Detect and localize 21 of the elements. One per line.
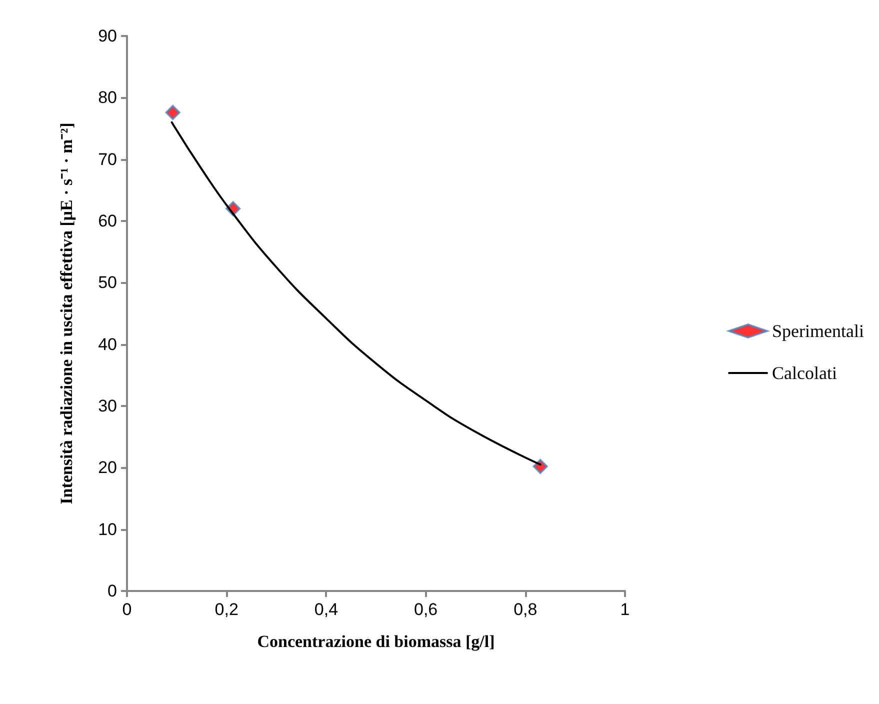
x-tick-label: 0,6 bbox=[414, 600, 438, 619]
y-tick-label: 0 bbox=[108, 582, 117, 600]
x-tick-label: 0,2 bbox=[214, 600, 238, 619]
x-tick-label: 0,8 bbox=[514, 600, 538, 619]
x-tick-label: 0,4 bbox=[314, 600, 338, 619]
point bbox=[165, 104, 180, 120]
y-tick-label: 10 bbox=[98, 520, 117, 539]
y-tick-label: 70 bbox=[98, 150, 117, 169]
y-tick-label: 80 bbox=[98, 88, 117, 108]
y-tick-label: 50 bbox=[98, 273, 117, 292]
x-tick-label: 1 bbox=[620, 600, 630, 619]
legend-label: Calcolati bbox=[772, 363, 838, 383]
x-axis-title: Concentrazione di biomassa [g/l] bbox=[257, 632, 495, 651]
y-axis-title: Intensità radiazione in uscita effettiva [μE · s⁻¹ · m⁻²] bbox=[57, 122, 76, 504]
y-tick-label: 30 bbox=[98, 396, 117, 416]
y-tick-label: 60 bbox=[98, 212, 117, 230]
y-tick-label: 20 bbox=[98, 458, 117, 478]
x-tick-label: 0 bbox=[122, 600, 132, 619]
y-tick-label: 40 bbox=[98, 334, 117, 354]
y-tick-label: 90 bbox=[98, 26, 117, 46]
legend-label: Sperimentali bbox=[772, 321, 864, 341]
